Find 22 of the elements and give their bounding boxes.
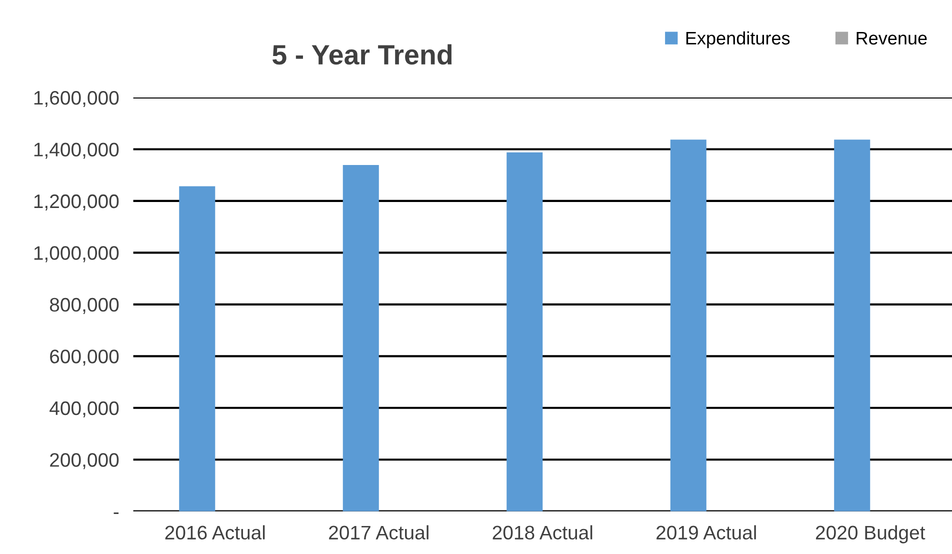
y-tick-label: 1,600,000 (34, 90, 119, 108)
bar (179, 186, 216, 512)
y-tick-label: 200,000 (50, 453, 119, 470)
y-tick-label: 400,000 (50, 401, 119, 418)
legend-label: Expenditures (686, 31, 790, 48)
x-tick-label: 2019 Actual (656, 525, 756, 540)
y-tick-label: 1,200,000 (34, 194, 119, 210)
x-tick-label: 2016 Actual (165, 525, 265, 540)
legend-label: Revenue (856, 32, 927, 45)
bar (670, 140, 706, 512)
y-tick-label: 1,000,000 (34, 246, 119, 262)
y-tick-label: - (114, 512, 119, 514)
chart-title: 5 - Year Trend (272, 44, 452, 65)
x-tick-label: 2018 Actual (492, 525, 592, 540)
bar (342, 165, 379, 512)
y-tick-label: 1,400,000 (34, 142, 119, 159)
y-tick-label: 600,000 (50, 350, 119, 366)
bar (834, 140, 870, 512)
y-tick-label: 800,000 (50, 298, 119, 314)
x-tick-label: 2020 Budget (816, 525, 926, 544)
x-tick-label: 2017 Actual (329, 525, 428, 540)
bar (506, 152, 543, 512)
